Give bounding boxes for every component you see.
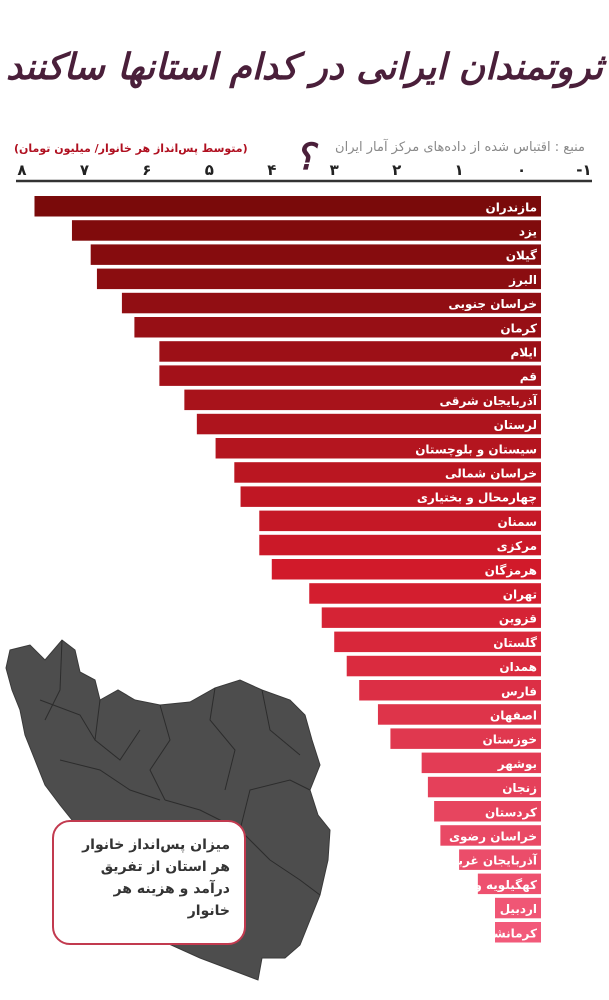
bar-category-label: اصفهان [490, 708, 537, 722]
bar-category-label: کهگیلویه و بویراحمد [418, 878, 537, 893]
bar-category-label: ایلام [510, 345, 537, 360]
bar [427, 776, 541, 798]
bar [346, 655, 541, 677]
bar-category-label: کرمانشاه [482, 926, 537, 940]
x-tick-label: ۶ [142, 161, 151, 179]
bar [234, 462, 542, 483]
bar-category-label: اردبیل [500, 902, 537, 916]
x-tick-label: ۵ [205, 161, 214, 179]
bar-category-label: مازندران [485, 200, 537, 214]
x-tick-label: ۰ [517, 161, 526, 179]
x-tick-label: ۳ [330, 161, 339, 179]
bar [495, 897, 541, 919]
map-caption-line-3: درآمد و هزینه هر خانوار [113, 881, 230, 919]
bar-category-label: سیستان و بلوچستان [415, 442, 537, 457]
map-caption-card: میزان پس‌انداز خانوار هر استان از تفریق … [52, 820, 246, 945]
x-tick-label: ۱ [455, 161, 464, 179]
bar-category-label: کردستان [485, 805, 537, 819]
bar [440, 825, 541, 846]
bar [421, 752, 541, 774]
bar-category-label: گلستان [493, 636, 537, 650]
bar [121, 292, 542, 314]
bar-category-label: همدان [499, 660, 537, 674]
bar [184, 389, 541, 411]
bar [259, 534, 541, 556]
bar-category-label: تهران [503, 587, 537, 601]
bar-category-label: هرمزگان [485, 563, 537, 577]
bar-category-label: آذربایجان غربی [446, 853, 537, 868]
bar-category-label: آذربایجان شرقی [439, 393, 537, 408]
bar-category-label: قزوین [499, 612, 537, 627]
bar [321, 607, 541, 628]
bar [495, 922, 541, 943]
bar [240, 486, 542, 507]
x-tick-label: ۷ [80, 161, 89, 179]
bar [434, 801, 541, 822]
source-note: منبع : اقتباس شده از داده‌های مرکز آمار … [335, 140, 585, 155]
chart-title: ثروتمندان ایرانی در کدام استانها ساکنند … [5, 46, 604, 178]
bar [459, 849, 541, 870]
bar-category-label: لرستان [494, 418, 537, 432]
bar [309, 583, 541, 604]
bar-category-label: فارس [501, 684, 537, 698]
bar [34, 196, 541, 217]
bar-category-label: بوشهر [497, 757, 537, 772]
bar [196, 413, 541, 435]
bar-category-label: یزد [519, 224, 537, 238]
x-tick-label: -۱ [576, 161, 591, 179]
bar-category-label: کرمان [500, 321, 537, 335]
bar [334, 631, 541, 653]
bar-category-label: البرز [508, 273, 537, 287]
x-tick-label: ۲ [392, 161, 401, 179]
bar [90, 244, 541, 265]
bar-category-label: خراسان رضوی [449, 829, 537, 844]
bar [71, 220, 541, 241]
bar-category-label: خراسان شمالی [445, 466, 537, 480]
bar-category-label: زنجان [502, 781, 537, 795]
bar [96, 268, 541, 290]
x-tick-label: ۸ [17, 161, 26, 179]
bar-category-label: خوزستان [482, 733, 537, 748]
bar-category-label: گیلان [506, 249, 537, 263]
map-caption-line-2: هر استان از تفریق [100, 859, 230, 875]
iran-map-image [5, 639, 331, 981]
bar [271, 559, 541, 580]
bar-category-label: مرکزی [497, 539, 537, 553]
bar-category-label: خراسان جنوبی [448, 297, 537, 312]
map-caption-line-1: میزان پس‌انداز خانوار [82, 837, 230, 853]
bar [159, 341, 541, 362]
bar [377, 704, 541, 725]
bar-category-label: چهارمحال و بختیاری [417, 491, 537, 506]
bar [390, 728, 541, 749]
axis-unit-label: (متوسط پس‌انداز هر خانوار/ میلیون تومان) [14, 142, 248, 155]
bar-category-label: سمنان [498, 515, 538, 529]
bar [359, 680, 541, 701]
bar [477, 873, 541, 895]
bar [215, 438, 542, 459]
bar [134, 317, 541, 338]
bar-category-label: قم [520, 370, 537, 384]
x-tick-label: ۴ [267, 161, 276, 179]
bar [159, 365, 541, 386]
bar [259, 510, 541, 532]
